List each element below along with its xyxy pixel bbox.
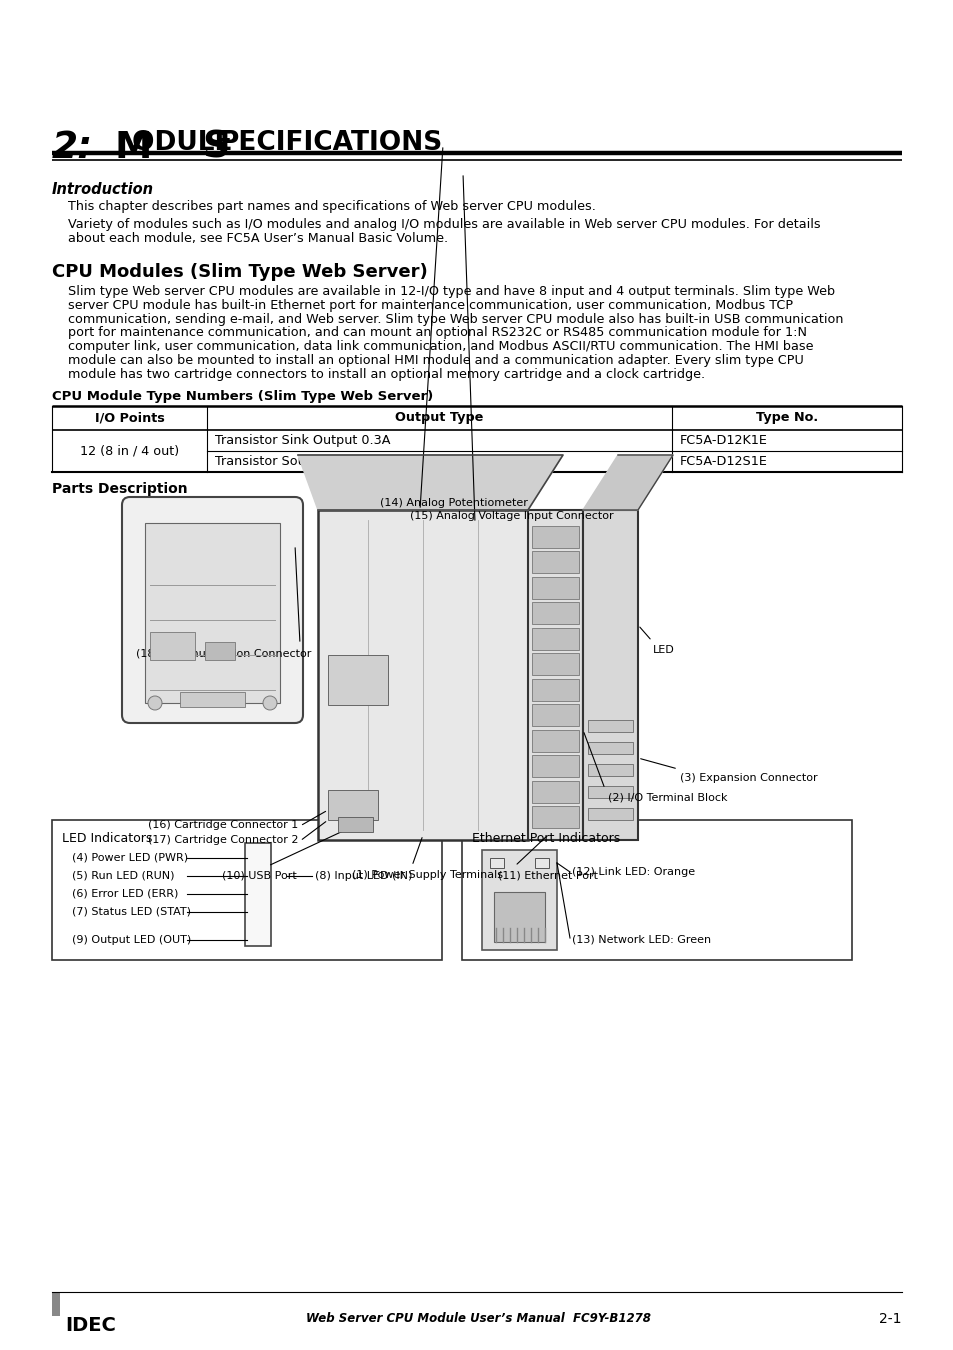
- Bar: [481, 850, 557, 950]
- Text: Ethernet Port Indicators: Ethernet Port Indicators: [472, 832, 619, 845]
- Text: M: M: [115, 130, 152, 166]
- Text: communication, sending e-mail, and Web server. Slim type Web server CPU module a: communication, sending e-mail, and Web s…: [68, 313, 842, 325]
- Text: (16) Cartridge Connector 1: (16) Cartridge Connector 1: [148, 819, 298, 830]
- Text: about each module, see FC5A User’s Manual Basic Volume.: about each module, see FC5A User’s Manua…: [68, 232, 448, 244]
- Bar: [247, 871, 269, 882]
- Text: FC5A-D12S1E: FC5A-D12S1E: [679, 455, 767, 468]
- Bar: [205, 643, 234, 660]
- Bar: [582, 510, 638, 840]
- Bar: [532, 703, 578, 726]
- Text: (5) Run LED (RUN): (5) Run LED (RUN): [71, 871, 174, 882]
- Bar: [247, 907, 269, 917]
- Text: LED: LED: [652, 645, 674, 655]
- Text: LED Indicators: LED Indicators: [62, 832, 152, 845]
- Text: (17) Cartridge Connector 2: (17) Cartridge Connector 2: [148, 836, 298, 845]
- Bar: [490, 859, 503, 868]
- Bar: [587, 720, 633, 732]
- Text: PECIFICATIONS: PECIFICATIONS: [219, 130, 442, 157]
- Bar: [532, 755, 578, 778]
- Text: Parts Description: Parts Description: [52, 482, 188, 495]
- Text: (2) I/O Terminal Block: (2) I/O Terminal Block: [607, 792, 727, 803]
- Text: Slim type Web server CPU modules are available in 12-I/O type and have 8 input a: Slim type Web server CPU modules are ava…: [68, 285, 834, 298]
- Text: (13) Network LED: Green: (13) Network LED: Green: [572, 936, 710, 945]
- Text: CPU Modules (Slim Type Web Server): CPU Modules (Slim Type Web Server): [52, 263, 427, 281]
- Bar: [317, 510, 527, 840]
- Bar: [587, 786, 633, 798]
- Text: (6) Error LED (ERR): (6) Error LED (ERR): [71, 890, 178, 899]
- Bar: [150, 632, 194, 660]
- Text: Transistor Sink Output 0.3A: Transistor Sink Output 0.3A: [214, 433, 390, 447]
- Bar: [52, 819, 441, 960]
- Polygon shape: [297, 455, 562, 510]
- Text: module has two cartridge connectors to install an optional memory cartridge and : module has two cartridge connectors to i…: [68, 367, 704, 381]
- Polygon shape: [582, 455, 672, 510]
- Bar: [145, 522, 280, 703]
- Bar: [328, 790, 377, 819]
- Bar: [532, 653, 578, 675]
- Bar: [461, 819, 851, 960]
- Text: Transistor Source Output 0.3A: Transistor Source Output 0.3A: [214, 455, 407, 468]
- Text: CPU Module Type Numbers (Slim Type Web Server): CPU Module Type Numbers (Slim Type Web S…: [52, 390, 433, 404]
- Bar: [52, 1292, 60, 1316]
- Bar: [532, 551, 578, 572]
- Text: (9) Output LED (OUT): (9) Output LED (OUT): [71, 936, 191, 945]
- Text: 2:: 2:: [52, 130, 93, 166]
- Bar: [587, 764, 633, 776]
- Text: ODULE: ODULE: [132, 130, 241, 157]
- Bar: [532, 526, 578, 548]
- Bar: [247, 936, 269, 945]
- Text: I/O Points: I/O Points: [94, 412, 164, 424]
- Text: (10) USB Port: (10) USB Port: [222, 869, 296, 880]
- Circle shape: [148, 697, 162, 710]
- Text: FC5A-D12K1E: FC5A-D12K1E: [679, 433, 767, 447]
- Text: (3) Expansion Connector: (3) Expansion Connector: [679, 774, 817, 783]
- Text: Type No.: Type No.: [755, 412, 818, 424]
- Text: Introduction: Introduction: [52, 182, 153, 197]
- Bar: [587, 743, 633, 755]
- Bar: [247, 853, 269, 863]
- Bar: [337, 817, 373, 832]
- Text: 12 (8 in / 4 out): 12 (8 in / 4 out): [80, 444, 179, 458]
- Bar: [180, 693, 245, 707]
- Bar: [532, 806, 578, 828]
- Bar: [247, 890, 269, 899]
- Text: computer link, user communication, data link communication, and Modbus ASCII/RTU: computer link, user communication, data …: [68, 340, 813, 354]
- Text: (11) Ethernet Port: (11) Ethernet Port: [497, 869, 598, 880]
- Text: server CPU module has built-in Ethernet port for maintenance communication, user: server CPU module has built-in Ethernet …: [68, 298, 792, 312]
- Bar: [532, 730, 578, 752]
- Bar: [527, 510, 582, 840]
- Text: (18) Communication Connector: (18) Communication Connector: [136, 648, 311, 657]
- Bar: [532, 628, 578, 649]
- Bar: [532, 576, 578, 599]
- Text: IDEC: IDEC: [65, 1316, 115, 1335]
- Text: (1) Power Supply Terminals: (1) Power Supply Terminals: [352, 869, 502, 880]
- Text: (7) Status LED (STAT): (7) Status LED (STAT): [71, 907, 191, 917]
- Text: (4) Power LED (PWR): (4) Power LED (PWR): [71, 853, 188, 863]
- Bar: [494, 892, 544, 942]
- Bar: [532, 602, 578, 624]
- Text: (14) Analog Potentiometer: (14) Analog Potentiometer: [379, 498, 527, 508]
- Bar: [532, 679, 578, 701]
- Text: (8) Input LED (IN): (8) Input LED (IN): [314, 871, 412, 882]
- Bar: [245, 842, 271, 946]
- Text: Output Type: Output Type: [395, 412, 483, 424]
- Text: This chapter describes part names and specifications of Web server CPU modules.: This chapter describes part names and sp…: [68, 200, 596, 213]
- Bar: [328, 655, 388, 705]
- Text: 2-1: 2-1: [879, 1312, 901, 1326]
- Bar: [587, 809, 633, 819]
- Text: module can also be mounted to install an optional HMI module and a communication: module can also be mounted to install an…: [68, 354, 803, 367]
- Text: Variety of modules such as I/O modules and analog I/O modules are available in W: Variety of modules such as I/O modules a…: [68, 217, 820, 231]
- Circle shape: [263, 697, 276, 710]
- Text: S: S: [202, 130, 230, 166]
- Text: (12) Link LED: Orange: (12) Link LED: Orange: [572, 867, 695, 878]
- FancyBboxPatch shape: [122, 497, 303, 724]
- Text: Web Server CPU Module User’s Manual  FC9Y-B1278: Web Server CPU Module User’s Manual FC9Y…: [305, 1312, 650, 1324]
- Text: (15) Analog Voltage Input Connector: (15) Analog Voltage Input Connector: [410, 512, 613, 521]
- Bar: [532, 782, 578, 803]
- Bar: [535, 859, 548, 868]
- Text: port for maintenance communication, and can mount an optional RS232C or RS485 co: port for maintenance communication, and …: [68, 327, 806, 339]
